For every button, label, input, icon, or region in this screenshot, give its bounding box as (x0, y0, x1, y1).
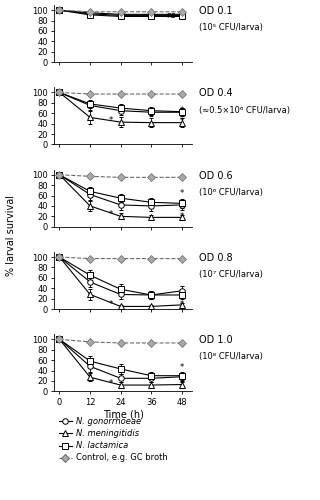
Text: OD 0.8: OD 0.8 (199, 253, 233, 263)
X-axis label: Time (h): Time (h) (103, 410, 144, 420)
Text: *: * (108, 378, 113, 388)
Text: *: * (180, 362, 184, 372)
Text: (10⁸ CFU/larva): (10⁸ CFU/larva) (199, 352, 263, 362)
Text: *: * (180, 188, 184, 198)
Text: *: * (180, 111, 184, 120)
Text: (≈0.5×10⁶ CFU/larva): (≈0.5×10⁶ CFU/larva) (199, 106, 290, 114)
Text: *: * (108, 116, 113, 124)
Text: N. meningitidis: N. meningitidis (76, 429, 140, 438)
Text: *: * (180, 290, 184, 298)
Text: N. gonorrhoeae: N. gonorrhoeae (76, 417, 141, 426)
Text: *: * (180, 212, 184, 220)
Text: *: * (180, 116, 184, 126)
Text: *: * (180, 200, 184, 208)
Text: OD 0.4: OD 0.4 (199, 88, 233, 99)
Text: (10⁶ CFU/larva): (10⁶ CFU/larva) (199, 188, 263, 197)
Text: (10⁵ CFU/larva): (10⁵ CFU/larva) (199, 24, 263, 32)
Text: OD 1.0: OD 1.0 (199, 336, 233, 345)
Text: Control, e.g. GC broth: Control, e.g. GC broth (76, 453, 168, 462)
Text: *: * (88, 116, 92, 124)
Text: N. lactamica: N. lactamica (76, 441, 129, 450)
Text: OD 0.6: OD 0.6 (199, 170, 233, 180)
Text: *: * (180, 106, 184, 115)
Text: OD 0.1: OD 0.1 (199, 6, 233, 16)
Text: *: * (88, 373, 92, 382)
Text: (10⁷ CFU/larva): (10⁷ CFU/larva) (199, 270, 263, 279)
Text: *: * (108, 210, 113, 220)
Text: *: * (180, 300, 184, 308)
Text: *: * (88, 292, 92, 301)
Text: % larval survival: % larval survival (6, 194, 16, 276)
Text: ns: ns (167, 10, 177, 20)
Text: *: * (108, 300, 113, 308)
Text: *: * (88, 204, 92, 212)
